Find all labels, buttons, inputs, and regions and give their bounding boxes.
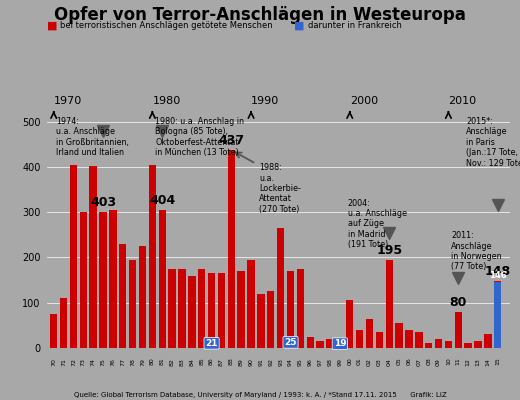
Bar	[484, 334, 491, 348]
Bar	[425, 344, 433, 348]
Text: 437: 437	[218, 134, 244, 147]
Text: 1980: u.a. Anschlag in
Bologna (85 Tote),
Oktoberfest-Attentat
in München (13 To: 1980: u.a. Anschlag in Bologna (85 Tote)…	[155, 117, 244, 157]
Text: 1974:
u.a. Anschläge
in Großbritannien,
Irland und Italien: 1974: u.a. Anschläge in Großbritannien, …	[56, 117, 128, 157]
Bar	[129, 260, 136, 348]
Bar	[119, 244, 126, 348]
Bar	[454, 312, 462, 348]
Bar	[208, 273, 215, 348]
Bar	[375, 332, 383, 348]
Bar	[218, 273, 225, 348]
Text: 1988:
u.a.
Lockerbie-
Attentat
(270 Tote): 1988: u.a. Lockerbie- Attentat (270 Tote…	[259, 163, 301, 214]
Text: 19: 19	[333, 339, 346, 348]
Bar	[494, 282, 501, 348]
Bar	[395, 323, 403, 348]
Text: 1970: 1970	[54, 96, 82, 106]
Bar	[198, 269, 205, 348]
Bar	[336, 344, 344, 348]
Bar	[297, 269, 304, 348]
Bar	[89, 166, 97, 348]
Bar	[109, 210, 116, 348]
Text: 1990: 1990	[251, 96, 279, 106]
Bar	[188, 276, 196, 348]
Text: darunter in Frankreich: darunter in Frankreich	[308, 22, 402, 30]
Text: 21: 21	[205, 339, 218, 348]
Bar	[248, 260, 255, 348]
Bar	[474, 341, 482, 348]
Text: 2010: 2010	[448, 96, 476, 106]
Bar	[149, 165, 156, 348]
Bar	[287, 337, 294, 348]
Bar	[435, 339, 442, 348]
Bar	[405, 330, 413, 348]
Bar	[60, 298, 67, 348]
Text: ■: ■	[294, 21, 304, 31]
Text: 2000: 2000	[350, 96, 378, 106]
Bar	[356, 330, 363, 348]
Text: 148: 148	[485, 265, 511, 278]
Text: ■: ■	[47, 21, 57, 31]
Bar	[80, 212, 87, 348]
Bar	[168, 269, 176, 348]
Bar	[70, 165, 77, 348]
Bar	[159, 210, 166, 348]
Text: 2015*:
Anschläge
in Paris
(Jan.:17 Tote,
Nov.: 129 Tote): 2015*: Anschläge in Paris (Jan.:17 Tote,…	[466, 117, 520, 168]
Bar	[178, 269, 186, 348]
Bar	[346, 300, 354, 348]
Bar	[307, 337, 314, 348]
Text: 146: 146	[489, 271, 506, 280]
Text: 2011:
Anschläge
in Norwegen
(77 Tote): 2011: Anschläge in Norwegen (77 Tote)	[451, 231, 502, 271]
Text: 195: 195	[376, 244, 402, 257]
Bar	[366, 318, 373, 348]
Text: Quelle: Global Terrorism Database, University of Maryland / 1993: k. A. / *Stand: Quelle: Global Terrorism Database, Unive…	[74, 392, 446, 398]
Text: 2004:
u.a. Anschläge
auf Züge
in Madrid
(191 Tote): 2004: u.a. Anschläge auf Züge in Madrid …	[348, 198, 407, 249]
Bar	[287, 271, 294, 348]
Bar	[317, 341, 324, 348]
Text: bei terroristischen Anschlägen getötete Menschen: bei terroristischen Anschlägen getötete …	[60, 22, 272, 30]
Bar	[464, 344, 472, 348]
Bar	[415, 332, 423, 348]
Bar	[257, 294, 265, 348]
Bar	[267, 291, 275, 348]
Text: 25: 25	[284, 338, 297, 347]
Bar	[208, 338, 215, 348]
Bar	[445, 341, 452, 348]
Text: 1980: 1980	[152, 96, 180, 106]
Text: 404: 404	[149, 194, 175, 207]
Bar	[228, 150, 235, 348]
Bar	[139, 246, 146, 348]
Text: Opfer von Terror-Anschlägen in Westeuropa: Opfer von Terror-Anschlägen in Westeurop…	[54, 6, 466, 24]
Bar	[327, 339, 334, 348]
Bar	[99, 212, 107, 348]
Text: 403: 403	[90, 196, 116, 210]
Bar	[494, 281, 501, 348]
Bar	[385, 260, 393, 348]
Bar	[336, 339, 344, 348]
Text: 80: 80	[450, 296, 467, 309]
Bar	[238, 271, 245, 348]
Bar	[277, 228, 284, 348]
Bar	[50, 314, 57, 348]
